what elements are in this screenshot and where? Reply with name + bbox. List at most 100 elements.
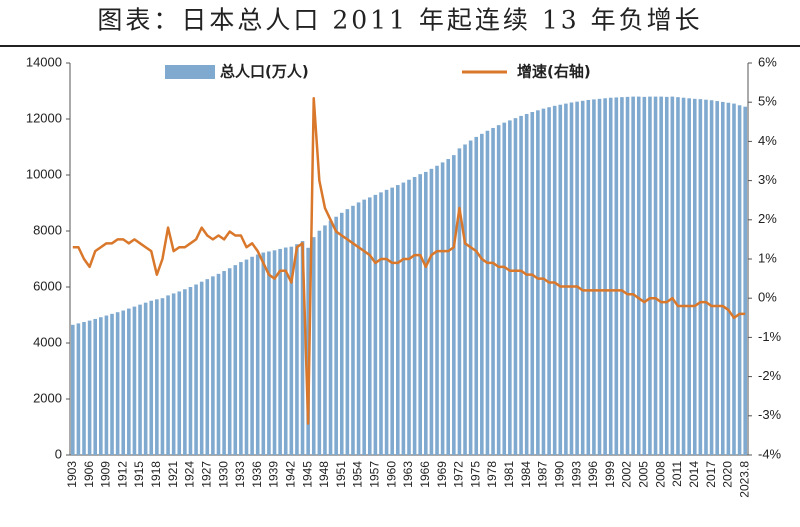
bar	[698, 99, 703, 456]
bar	[681, 97, 686, 455]
bar	[289, 246, 294, 455]
y2-tick-label: -2%	[758, 368, 782, 383]
chart-title: 图表：日本总人口 2011 年起连续 13 年负增长	[97, 6, 702, 35]
bar	[160, 298, 165, 455]
bar	[614, 97, 619, 455]
bar	[334, 216, 338, 455]
bar	[384, 189, 389, 455]
y-tick-label: 2000	[33, 390, 62, 405]
y2-tick-label: -1%	[758, 329, 782, 344]
x-tick-label: 1978	[485, 461, 499, 488]
bar	[155, 299, 159, 455]
bar	[743, 106, 747, 456]
bar	[300, 241, 305, 455]
x-tick-label: 1966	[418, 461, 432, 488]
y-tick-label: 14000	[26, 54, 62, 69]
y-tick-label: 0	[55, 446, 62, 461]
x-tick-label: 1984	[519, 461, 533, 488]
bar	[732, 103, 736, 455]
bar	[396, 185, 400, 455]
bar	[687, 98, 691, 455]
x-tick-label: 1993	[569, 461, 583, 488]
bar	[222, 271, 226, 455]
bar	[636, 96, 641, 455]
y2-tick-label: 5%	[758, 94, 777, 109]
x-tick-label: 1999	[603, 461, 617, 488]
bar	[435, 165, 439, 455]
bar	[311, 237, 316, 455]
bar	[244, 259, 249, 455]
bar	[513, 118, 518, 455]
bar	[726, 102, 731, 455]
bar	[373, 194, 378, 455]
x-tick-label: 1972	[452, 461, 466, 488]
bar	[642, 96, 647, 455]
x-tick-label: 1990	[552, 461, 566, 488]
legend-label: 增速(右轴)	[517, 63, 591, 81]
bar	[104, 315, 109, 455]
x-tick-label: 1948	[317, 461, 331, 488]
bar	[519, 115, 523, 456]
bar	[580, 100, 585, 456]
bar	[592, 99, 596, 456]
x-tick-label: 1915	[132, 461, 146, 488]
bar	[76, 323, 81, 455]
bar	[233, 265, 238, 455]
bar	[631, 96, 635, 455]
bar	[194, 284, 198, 455]
bar	[183, 289, 187, 455]
y2-tick-label: 2%	[758, 211, 777, 226]
y-tick-label: 4000	[33, 334, 62, 349]
bar	[720, 101, 725, 456]
y2-tick-label: -4%	[758, 446, 782, 461]
bar	[648, 96, 652, 455]
bar	[278, 248, 282, 455]
bar	[211, 276, 215, 455]
bar	[659, 96, 663, 455]
bar	[603, 98, 607, 455]
x-tick-label: 1924	[183, 461, 197, 488]
bar	[367, 197, 372, 455]
bar	[418, 174, 422, 455]
bar	[715, 101, 719, 455]
y-tick-label: 10000	[26, 166, 62, 181]
bar	[267, 251, 271, 455]
bar	[530, 112, 535, 455]
bar	[149, 300, 154, 455]
bar	[440, 162, 445, 455]
bar	[541, 108, 546, 455]
bar	[524, 113, 529, 456]
x-tick-label: 1909	[99, 461, 113, 488]
bar	[261, 252, 266, 455]
x-tick-label: 1936	[250, 461, 264, 488]
bar	[216, 273, 221, 455]
bar	[412, 176, 417, 455]
bar	[670, 96, 675, 455]
bar	[485, 130, 490, 455]
bar	[379, 192, 383, 456]
x-tick-label: 1981	[502, 461, 516, 488]
x-tick-label: 2020	[721, 461, 735, 488]
bar	[99, 317, 103, 455]
x-tick-label: 1912	[115, 461, 129, 488]
y2-tick-label: 4%	[758, 133, 777, 148]
bar	[496, 125, 501, 455]
legend-swatch	[165, 65, 215, 79]
bar	[390, 187, 394, 455]
y2-tick-label: 3%	[758, 172, 777, 187]
bar	[737, 105, 742, 455]
bar	[676, 97, 680, 455]
bar	[199, 281, 204, 455]
y2-tick-label: 0%	[758, 290, 777, 305]
line	[72, 97, 746, 425]
bar	[283, 247, 288, 455]
bar	[491, 127, 495, 456]
x-tick-label: 2002	[620, 461, 634, 488]
x-tick-label: 1942	[284, 461, 298, 488]
bar	[704, 99, 708, 456]
bar	[127, 308, 131, 455]
bar	[429, 168, 434, 455]
x-tick-label: 1906	[82, 461, 96, 488]
x-tick-label: 1903	[65, 461, 79, 488]
bar	[362, 199, 366, 455]
